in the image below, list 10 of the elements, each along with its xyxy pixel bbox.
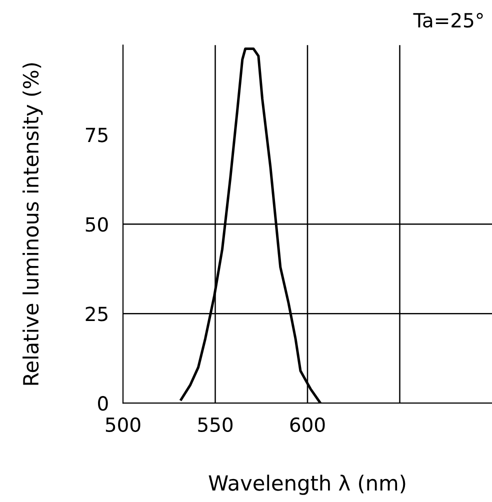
y-tick-label: 50 bbox=[86, 217, 108, 232]
x-tick-label: 550 bbox=[198, 417, 233, 432]
x-tick-label: 600 bbox=[290, 417, 325, 432]
y-tick-label: 25 bbox=[86, 306, 108, 322]
text: Ta=25° bbox=[413, 12, 483, 28]
x-tick-label: 500 bbox=[106, 417, 140, 432]
y-axis-title: Relative luminous intensity (%) bbox=[22, 63, 43, 385]
y-tick-label: 75 bbox=[86, 128, 108, 142]
y-tick-label: 0 bbox=[98, 396, 108, 411]
x-axis-title: Wavelength λ (nm) bbox=[208, 474, 406, 495]
